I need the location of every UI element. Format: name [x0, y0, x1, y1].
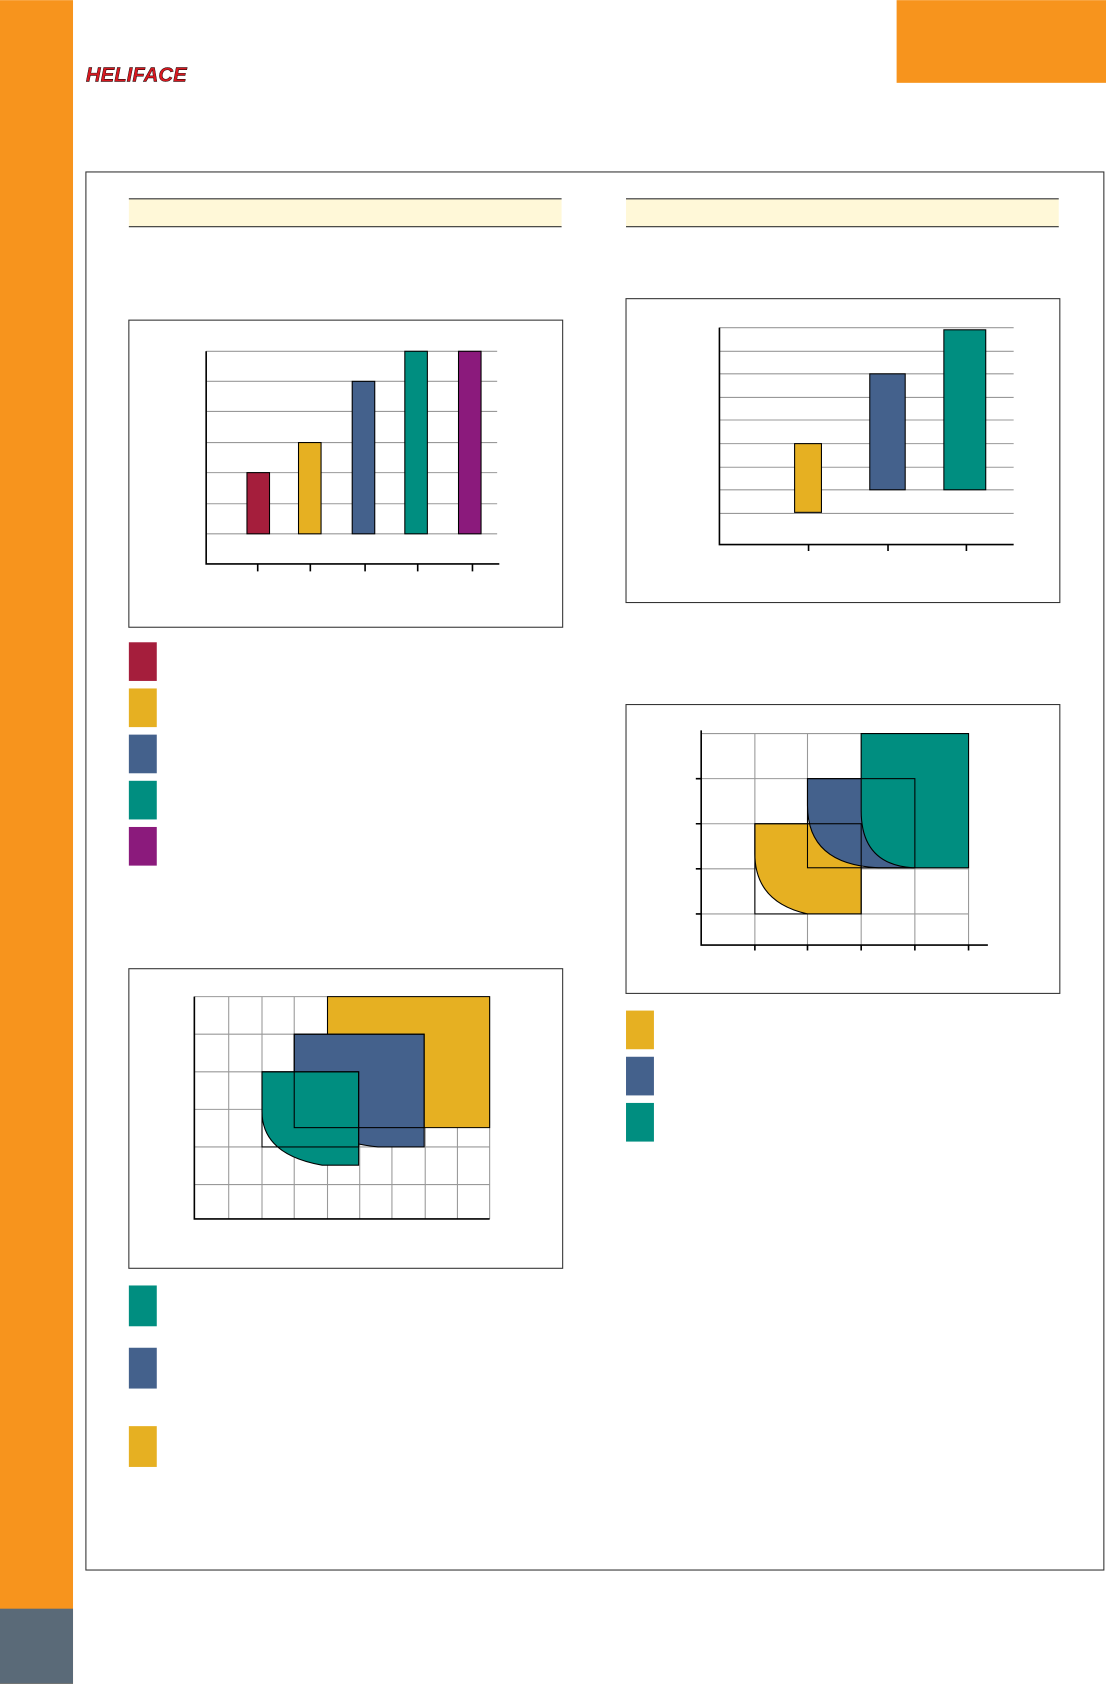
section-header — [128, 198, 1059, 228]
corner-tab — [896, 0, 1106, 83]
bar-chart-right — [625, 298, 1061, 604]
side-band — [0, 0, 74, 1684]
bar-chart-left — [128, 319, 564, 628]
legend-bottom — [128, 1285, 157, 1467]
logo: HELIFACE — [86, 65, 188, 87]
legend-left — [128, 642, 157, 866]
side-block — [0, 1608, 74, 1684]
frame — [85, 171, 1105, 1571]
legend-right — [626, 1010, 654, 1142]
area-chart-right — [625, 704, 1061, 994]
area-chart-left — [128, 968, 564, 1269]
